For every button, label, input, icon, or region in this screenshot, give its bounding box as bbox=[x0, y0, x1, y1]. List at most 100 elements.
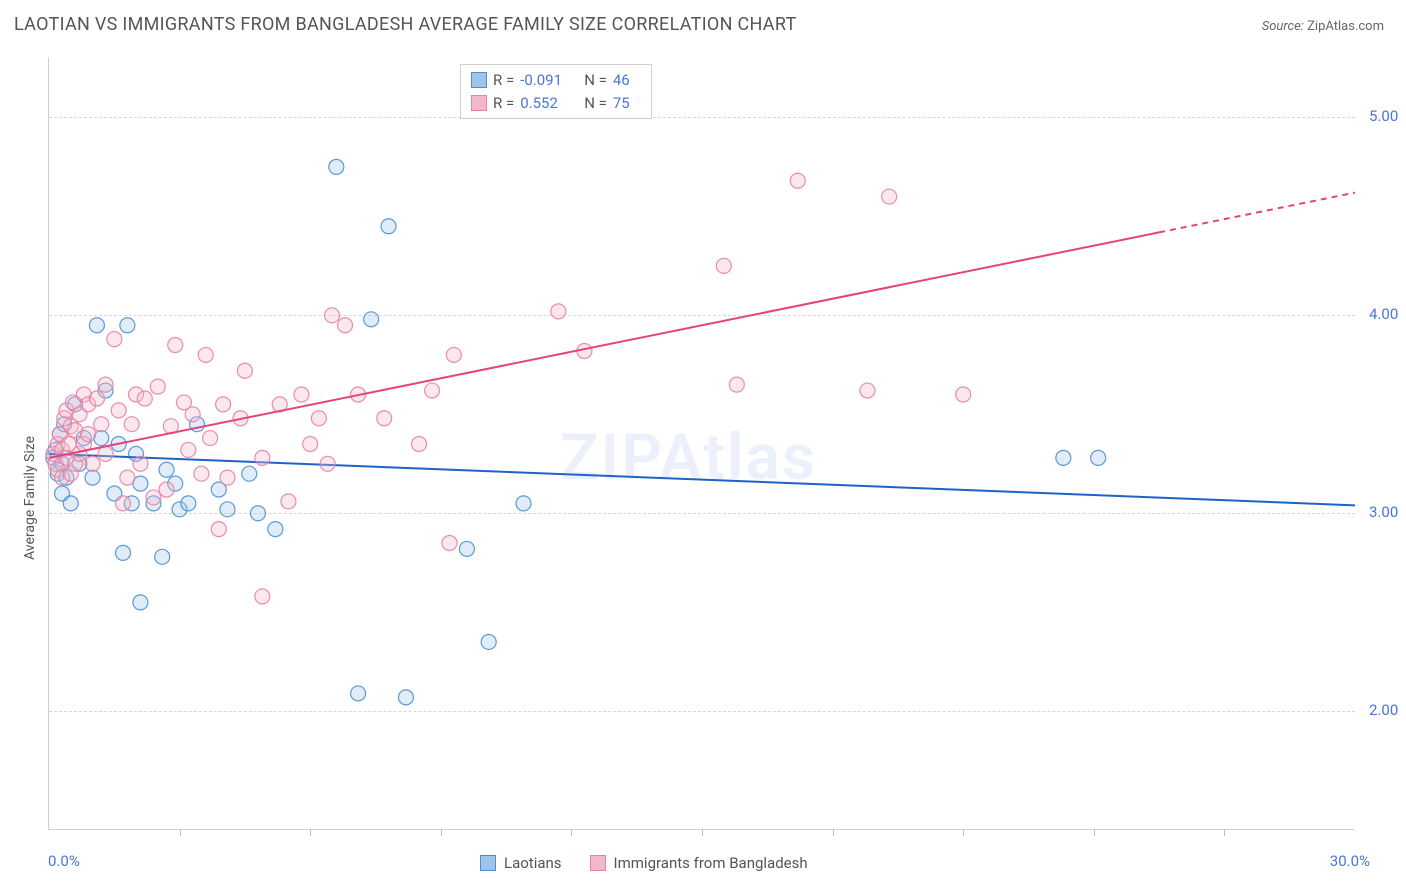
data-point bbox=[220, 470, 235, 485]
data-point bbox=[255, 589, 270, 604]
data-point bbox=[85, 456, 100, 471]
x-tick bbox=[180, 829, 181, 836]
data-point bbox=[377, 411, 392, 426]
data-point bbox=[181, 496, 196, 511]
data-point bbox=[111, 403, 126, 418]
data-point bbox=[220, 502, 235, 517]
data-point bbox=[63, 496, 78, 511]
source-line: Source: ZipAtlas.com bbox=[1262, 19, 1384, 34]
series-legend-item: Immigrants from Bangladesh bbox=[590, 854, 808, 872]
data-point bbox=[1056, 450, 1071, 465]
data-point bbox=[324, 308, 339, 323]
data-point bbox=[98, 377, 113, 392]
data-point bbox=[146, 490, 161, 505]
data-point bbox=[398, 690, 413, 705]
data-point bbox=[85, 470, 100, 485]
data-point bbox=[364, 312, 379, 327]
legend-swatch bbox=[590, 855, 606, 871]
data-point bbox=[956, 387, 971, 402]
data-point bbox=[281, 494, 296, 509]
legend-r-value: -0.091 bbox=[520, 69, 578, 92]
data-point bbox=[882, 189, 897, 204]
data-point bbox=[150, 379, 165, 394]
data-point bbox=[137, 391, 152, 406]
y-tick-label: 3.00 bbox=[1369, 503, 1398, 521]
data-point bbox=[790, 173, 805, 188]
data-point bbox=[425, 383, 440, 398]
x-tick bbox=[702, 829, 703, 836]
legend-n-label: N = bbox=[584, 69, 607, 92]
data-point bbox=[216, 397, 231, 412]
data-point bbox=[181, 442, 196, 457]
legend-n-value: 46 bbox=[613, 69, 641, 92]
source-prefix: Source: bbox=[1262, 19, 1307, 34]
data-point bbox=[311, 411, 326, 426]
data-point bbox=[442, 535, 457, 550]
data-point bbox=[459, 541, 474, 556]
data-point bbox=[120, 470, 135, 485]
data-point bbox=[168, 338, 183, 353]
series-legend-item: Laotians bbox=[480, 854, 562, 872]
legend-row: R = 0.552 N = 75 bbox=[471, 92, 641, 115]
data-point bbox=[159, 462, 174, 477]
data-point bbox=[329, 159, 344, 174]
legend-r-value: 0.552 bbox=[520, 92, 578, 115]
plot-area: 2.003.004.005.00 bbox=[48, 58, 1354, 830]
data-point bbox=[159, 482, 174, 497]
data-point bbox=[255, 450, 270, 465]
data-point bbox=[155, 549, 170, 564]
legend-swatch bbox=[480, 855, 496, 871]
legend-swatch bbox=[471, 72, 487, 88]
data-point bbox=[381, 219, 396, 234]
data-point bbox=[860, 383, 875, 398]
data-point bbox=[551, 304, 566, 319]
x-axis-max-label: 30.0% bbox=[1330, 852, 1370, 870]
data-point bbox=[268, 522, 283, 537]
data-point bbox=[116, 545, 131, 560]
data-point bbox=[198, 347, 213, 362]
data-point bbox=[124, 417, 139, 432]
correlation-legend: R = -0.091 N = 46R = 0.552 N = 75 bbox=[460, 64, 652, 119]
data-point bbox=[89, 391, 104, 406]
data-point bbox=[320, 456, 335, 471]
data-point bbox=[446, 347, 461, 362]
x-tick bbox=[310, 829, 311, 836]
data-point bbox=[107, 332, 122, 347]
legend-row: R =-0.091N =46 bbox=[471, 69, 641, 92]
data-point bbox=[81, 427, 96, 442]
data-point bbox=[351, 686, 366, 701]
legend-r-label: R = bbox=[493, 92, 514, 115]
source-name: ZipAtlas.com bbox=[1307, 19, 1384, 34]
legend-swatch bbox=[471, 95, 487, 111]
chart-svg bbox=[49, 58, 1355, 830]
y-tick-label: 5.00 bbox=[1369, 107, 1398, 125]
data-point bbox=[481, 634, 496, 649]
x-tick bbox=[1224, 829, 1225, 836]
data-point bbox=[120, 318, 135, 333]
x-tick bbox=[571, 829, 572, 836]
trend-line-dashed bbox=[1159, 193, 1355, 233]
legend-n-label: N = bbox=[584, 92, 607, 115]
chart-title: LAOTIAN VS IMMIGRANTS FROM BANGLADESH AV… bbox=[14, 14, 797, 35]
data-point bbox=[133, 595, 148, 610]
trend-line bbox=[49, 232, 1159, 457]
data-point bbox=[303, 437, 318, 452]
y-tick-label: 2.00 bbox=[1369, 701, 1398, 719]
data-point bbox=[89, 318, 104, 333]
data-point bbox=[242, 466, 257, 481]
data-point bbox=[94, 417, 109, 432]
chart-container: { "title": "LAOTIAN VS IMMIGRANTS FROM B… bbox=[0, 0, 1406, 892]
data-point bbox=[185, 407, 200, 422]
data-point bbox=[716, 258, 731, 273]
data-point bbox=[294, 387, 309, 402]
data-point bbox=[98, 446, 113, 461]
data-point bbox=[1091, 450, 1106, 465]
x-tick bbox=[1094, 829, 1095, 836]
data-point bbox=[250, 506, 265, 521]
data-point bbox=[211, 522, 226, 537]
data-point bbox=[338, 318, 353, 333]
data-point bbox=[116, 496, 131, 511]
series-legend-label: Laotians bbox=[504, 854, 562, 872]
x-tick bbox=[963, 829, 964, 836]
legend-n-value: 75 bbox=[613, 92, 641, 115]
